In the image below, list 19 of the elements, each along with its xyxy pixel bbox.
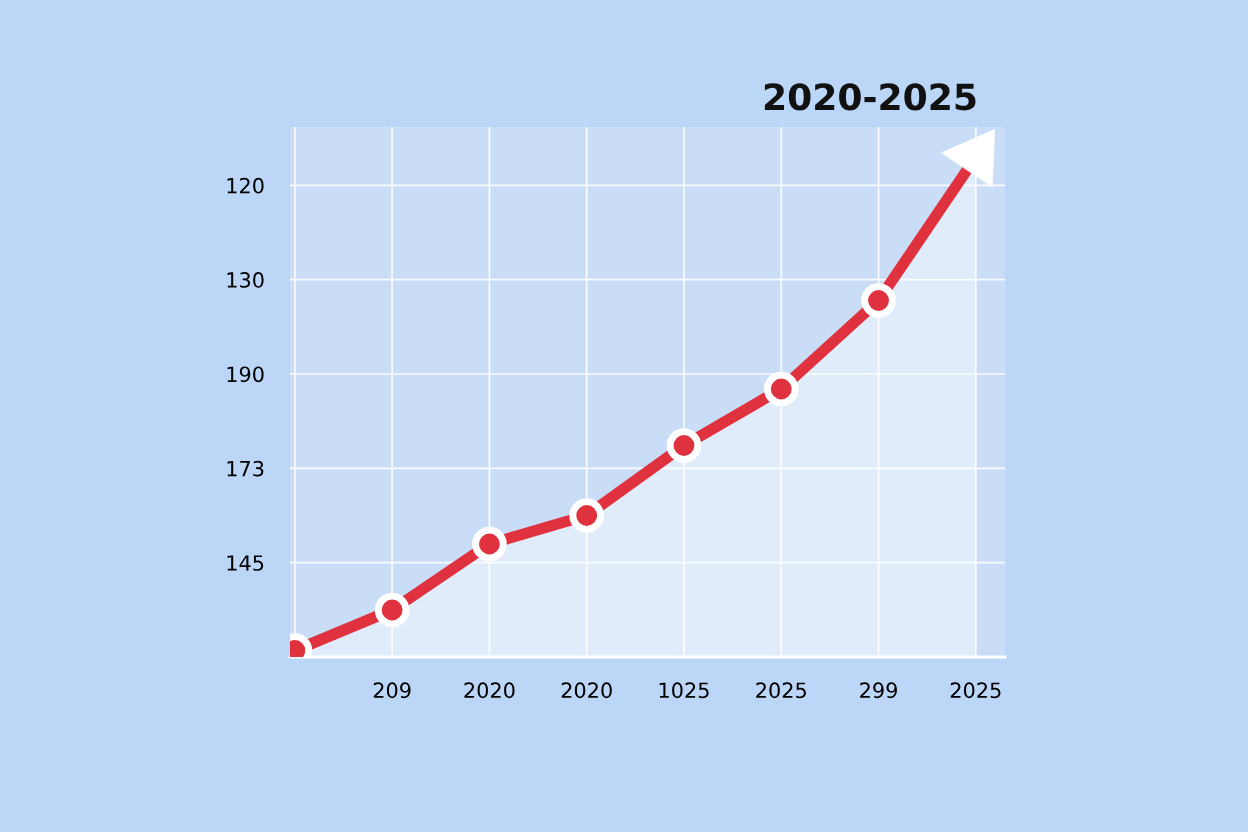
x-tick-label: 2020 — [561, 682, 612, 699]
x-tick-label: 2020 — [464, 682, 515, 699]
point — [569, 498, 605, 533]
chart-title: 2020-2025 — [764, 83, 976, 111]
text: 120 — [227, 177, 264, 194]
point — [666, 428, 702, 463]
x-tick-label: 209 — [373, 682, 411, 699]
x-tick-label: 2025 — [950, 682, 1001, 699]
point — [861, 283, 896, 318]
x-tick-label: 299 — [860, 682, 897, 699]
text: 173 — [227, 460, 264, 477]
text: 145 — [227, 555, 264, 571]
point — [374, 592, 410, 628]
x-tick-label: 1025 — [659, 682, 709, 699]
point — [472, 526, 507, 562]
x-tick-label: 2025 — [756, 682, 806, 699]
text: 130 — [227, 272, 264, 288]
text: 190 — [227, 366, 264, 383]
point — [763, 371, 799, 407]
